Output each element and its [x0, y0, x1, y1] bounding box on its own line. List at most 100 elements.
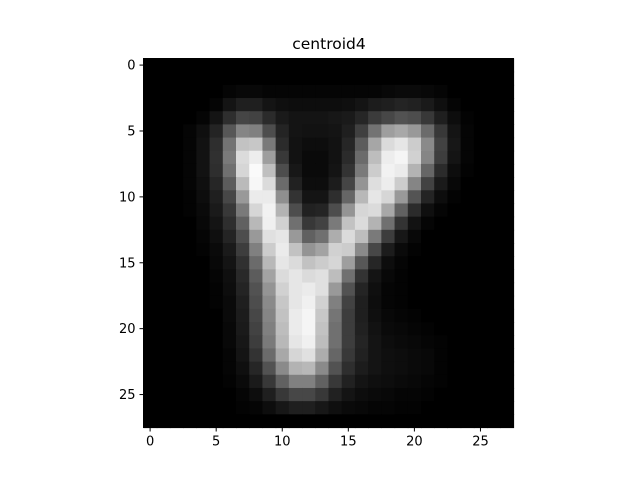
- heatmap-cell: [394, 282, 409, 297]
- heatmap-cell: [196, 414, 211, 429]
- heatmap-cell: [407, 203, 422, 218]
- heatmap-cell: [341, 203, 356, 218]
- heatmap-cell: [407, 216, 422, 231]
- heatmap-cell: [236, 137, 250, 152]
- heatmap-cell: [302, 177, 316, 191]
- heatmap-cell: [209, 335, 224, 350]
- heatmap-cell: [447, 71, 462, 86]
- heatmap-cell: [381, 58, 396, 73]
- heatmap-cell: [302, 295, 316, 310]
- x-tick-label: 25: [472, 435, 489, 450]
- heatmap-cell: [407, 322, 422, 336]
- heatmap-cell: [354, 124, 369, 139]
- heatmap-cell: [315, 98, 330, 112]
- heatmap-cell: [368, 216, 382, 231]
- heatmap-cell: [249, 282, 264, 297]
- heatmap-cell: [487, 282, 501, 297]
- heatmap-cell: [183, 111, 197, 125]
- heatmap-cell: [249, 401, 264, 415]
- heatmap-cell: [368, 374, 382, 389]
- heatmap-cell: [434, 322, 449, 336]
- heatmap-cell: [209, 282, 224, 297]
- heatmap-cell: [222, 190, 237, 205]
- heatmap-cell: [288, 58, 303, 73]
- heatmap-cell: [315, 190, 330, 205]
- heatmap-cell: [394, 163, 409, 178]
- heatmap-cell: [487, 71, 501, 86]
- heatmap-cell: [487, 203, 501, 218]
- heatmap-cell: [183, 58, 197, 73]
- heatmap-cell: [275, 256, 290, 270]
- heatmap-cell: [447, 124, 462, 139]
- heatmap-cell: [368, 98, 382, 112]
- heatmap-cell: [354, 322, 369, 336]
- heatmap-cell: [381, 84, 396, 99]
- heatmap-cell: [421, 71, 435, 86]
- heatmap-cell: [288, 295, 303, 310]
- heatmap-cell: [434, 84, 449, 99]
- heatmap-cell: [196, 124, 211, 139]
- heatmap-cell: [169, 190, 184, 205]
- heatmap-cell: [447, 177, 462, 191]
- heatmap-cell: [209, 414, 224, 429]
- heatmap-cell: [143, 282, 158, 297]
- heatmap-cell: [315, 295, 330, 310]
- heatmap-cell: [288, 190, 303, 205]
- heatmap-cell: [341, 71, 356, 86]
- heatmap-cell: [156, 163, 171, 178]
- heatmap-cell: [196, 308, 211, 323]
- heatmap-cell: [460, 295, 475, 310]
- heatmap-cell: [487, 243, 501, 257]
- heatmap-cell: [354, 203, 369, 218]
- heatmap-cell: [196, 387, 211, 402]
- heatmap-cell: [460, 374, 475, 389]
- heatmap-cell: [354, 335, 369, 350]
- chart-title: centroid4: [292, 35, 365, 53]
- heatmap-cell: [249, 256, 264, 270]
- heatmap-cell: [341, 295, 356, 310]
- heatmap-cell: [473, 177, 488, 191]
- heatmap-cell: [473, 150, 488, 165]
- heatmap-cell: [341, 322, 356, 336]
- heatmap-cell: [209, 111, 224, 125]
- heatmap-cell: [394, 124, 409, 139]
- heatmap-cell: [473, 269, 488, 284]
- heatmap-cell: [487, 163, 501, 178]
- heatmap-cell: [434, 348, 449, 363]
- heatmap-cell: [434, 401, 449, 415]
- heatmap-cell: [236, 335, 250, 350]
- heatmap-cell: [236, 414, 250, 429]
- heatmap-cell: [421, 401, 435, 415]
- heatmap-cell: [209, 269, 224, 284]
- heatmap-cell: [288, 98, 303, 112]
- heatmap-cell: [209, 58, 224, 73]
- heatmap-cell: [156, 387, 171, 402]
- heatmap-cell: [394, 229, 409, 244]
- heatmap-cell: [354, 243, 369, 257]
- heatmap-cell: [302, 322, 316, 336]
- heatmap-cell: [236, 124, 250, 139]
- heatmap-cell: [394, 243, 409, 257]
- heatmap-cell: [209, 243, 224, 257]
- heatmap-cell: [222, 58, 237, 73]
- heatmap-cell: [236, 190, 250, 205]
- heatmap-cell: [328, 335, 343, 350]
- heatmap-cell: [447, 282, 462, 297]
- heatmap-cell: [222, 243, 237, 257]
- heatmap-cell: [249, 374, 264, 389]
- heatmap-cell: [473, 335, 488, 350]
- heatmap-cell: [262, 150, 277, 165]
- heatmap-cell: [169, 414, 184, 429]
- heatmap-cell: [341, 58, 356, 73]
- heatmap-cell: [473, 216, 488, 231]
- heatmap-cell: [275, 150, 290, 165]
- heatmap-cell: [275, 137, 290, 152]
- heatmap-cell: [262, 335, 277, 350]
- heatmap-cell: [222, 308, 237, 323]
- heatmap-cell: [407, 124, 422, 139]
- heatmap-cell: [156, 374, 171, 389]
- heatmap-cell: [434, 387, 449, 402]
- heatmap-cell: [156, 282, 171, 297]
- heatmap-cell: [447, 295, 462, 310]
- heatmap-cell: [487, 124, 501, 139]
